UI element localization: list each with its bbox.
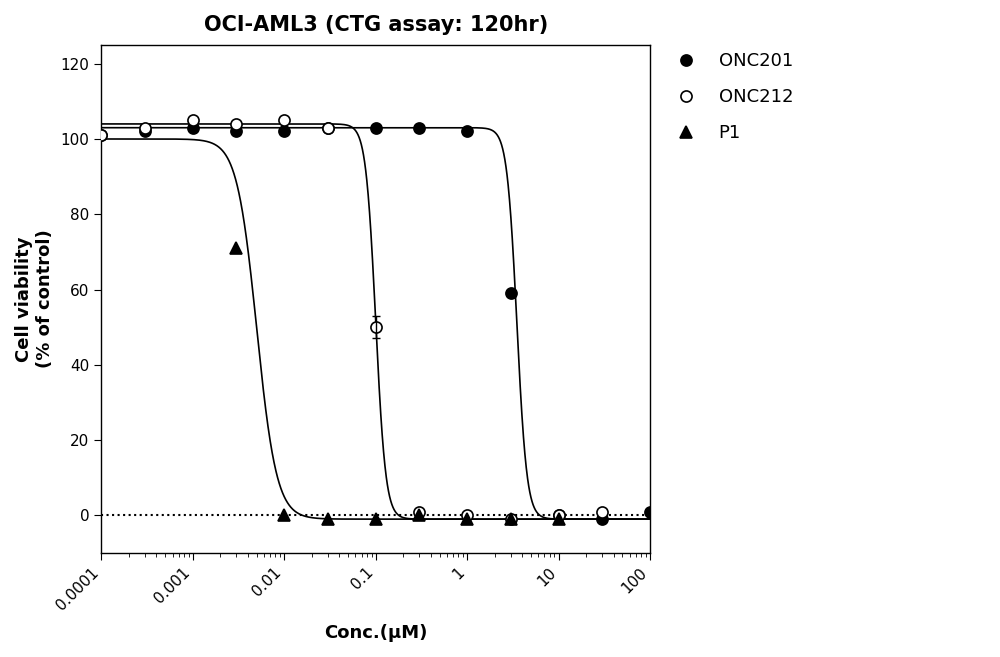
Legend: ONC201, ONC212, P1: ONC201, ONC212, P1 bbox=[661, 45, 800, 149]
ONC201 bbox=[95, 131, 107, 139]
ONC201 bbox=[139, 127, 151, 135]
P1 bbox=[505, 515, 517, 523]
ONC212 bbox=[505, 515, 517, 523]
P1 bbox=[461, 515, 473, 523]
P1 bbox=[230, 244, 242, 252]
ONC212 bbox=[278, 116, 290, 124]
ONC212 bbox=[370, 323, 382, 331]
Line: ONC212: ONC212 bbox=[96, 114, 608, 525]
P1 bbox=[278, 511, 290, 519]
ONC201 bbox=[322, 124, 334, 131]
P1 bbox=[413, 511, 425, 519]
ONC201 bbox=[505, 289, 517, 297]
ONC201 bbox=[230, 127, 242, 135]
ONC212 bbox=[95, 131, 107, 139]
ONC212 bbox=[230, 120, 242, 128]
Title: OCI-AML3 (CTG assay: 120hr): OCI-AML3 (CTG assay: 120hr) bbox=[204, 15, 548, 35]
ONC212 bbox=[553, 511, 565, 519]
ONC201 bbox=[553, 511, 565, 519]
ONC201 bbox=[644, 508, 656, 516]
ONC201 bbox=[461, 127, 473, 135]
ONC201 bbox=[413, 124, 425, 131]
ONC201 bbox=[596, 515, 608, 523]
ONC212 bbox=[139, 124, 151, 131]
Line: P1: P1 bbox=[231, 242, 564, 525]
ONC201 bbox=[187, 124, 199, 131]
ONC212 bbox=[322, 124, 334, 131]
ONC201 bbox=[278, 127, 290, 135]
Line: ONC201: ONC201 bbox=[96, 122, 656, 525]
P1 bbox=[553, 515, 565, 523]
Y-axis label: Cell viability
(% of control): Cell viability (% of control) bbox=[15, 229, 54, 369]
ONC212 bbox=[596, 508, 608, 516]
P1 bbox=[370, 515, 382, 523]
ONC212 bbox=[413, 508, 425, 516]
P1 bbox=[322, 515, 334, 523]
ONC201 bbox=[370, 124, 382, 131]
ONC212 bbox=[187, 116, 199, 124]
ONC212 bbox=[461, 511, 473, 519]
X-axis label: Conc.(μM): Conc.(μM) bbox=[324, 624, 427, 642]
